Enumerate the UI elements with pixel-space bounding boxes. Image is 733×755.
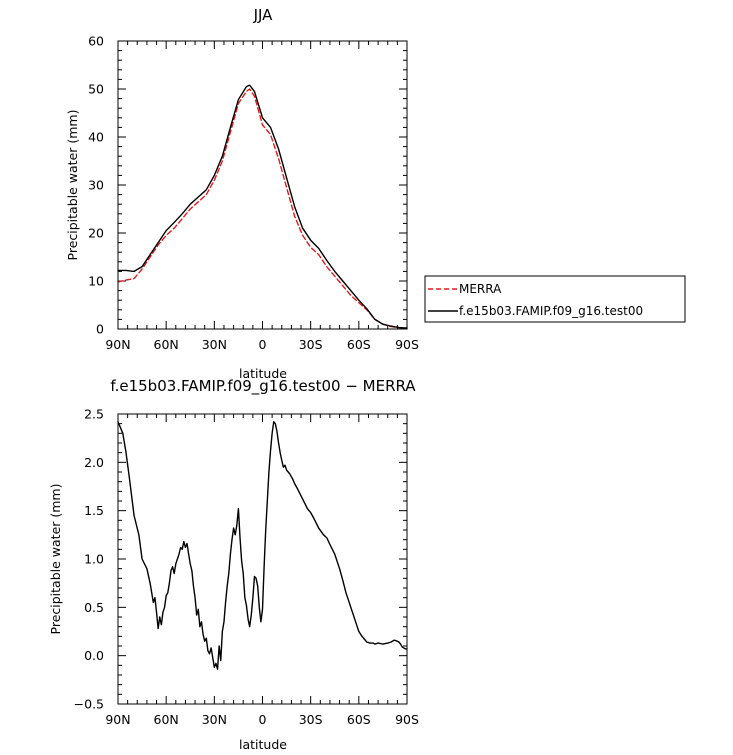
bottom-series-line-difference: [117, 421, 408, 670]
bottom-y-tick-label: 2.0: [84, 455, 104, 470]
legend: MERRA f.e15b03.FAMIP.f09_g16.test00: [424, 275, 686, 323]
top-y-tick-label: 40: [88, 130, 104, 145]
bottom-y-tick-label: 0.5: [84, 600, 104, 615]
bottom-x-tick-label: 60N: [154, 712, 179, 727]
legend-box: [424, 275, 686, 323]
top-x-tick-label: 60N: [154, 337, 179, 352]
top-series-lines: [117, 84, 408, 329]
bottom-panel: f.e15b03.FAMIP.f09_g16.test00 − MERRA la…: [48, 377, 419, 752]
bottom-x-tick-label: 90N: [105, 712, 130, 727]
bottom-y-tick-label: 2.5: [84, 407, 104, 422]
top-panel: JJA latitude Precipitable water (mm) 90N…: [65, 6, 419, 381]
top-x-tick-label: 0: [259, 337, 267, 352]
bottom-tick-labels: 90N 60N 30N 0 30S 60S 90S −0.5 0.0 0.5 1.0 1.5 2.0 2.…: [74, 407, 419, 728]
bottom-x-tick-label: 30S: [299, 712, 323, 727]
top-x-tick-label: 90S: [395, 337, 419, 352]
top-y-tick-label: 50: [88, 82, 104, 97]
top-tick-labels: 90N 60N 30N 0 30S 60S 90S 0 10 20 30 40 50 60: [88, 34, 419, 353]
top-x-axis-title: latitude: [239, 366, 287, 381]
bottom-plot-frame: [117, 413, 408, 705]
top-series-line-f-e15b03-famip-f09-g16-test00: [117, 84, 408, 329]
legend-label-merra: MERRA: [459, 282, 502, 296]
top-y-axis-title: Precipitable water (mm): [65, 110, 80, 261]
bottom-x-axis-title: latitude: [239, 737, 287, 752]
top-y-tick-label: 60: [88, 34, 104, 49]
bottom-y-tick-label: 1.0: [84, 552, 104, 567]
bottom-y-tick-label: −0.5: [74, 697, 104, 712]
bottom-x-tick-label: 0: [259, 712, 267, 727]
top-plot-frame: [117, 40, 408, 330]
top-x-tick-label: 90N: [105, 337, 130, 352]
top-y-tick-label: 30: [88, 178, 104, 193]
top-x-tick-label: 30S: [299, 337, 323, 352]
bottom-y-tick-label: 0.0: [84, 648, 104, 663]
top-x-tick-label: 30N: [202, 337, 227, 352]
legend-label-model: f.e15b03.FAMIP.f09_g16.test00: [459, 304, 643, 318]
top-ticks: [117, 40, 408, 330]
bottom-chart-title: f.e15b03.FAMIP.f09_g16.test00 − MERRA: [110, 377, 416, 396]
top-y-tick-label: 10: [88, 274, 104, 289]
top-x-tick-label: 60S: [347, 337, 371, 352]
top-series-line-merra: [117, 88, 408, 329]
top-chart-title: JJA: [253, 6, 274, 24]
bottom-x-tick-label: 90S: [395, 712, 419, 727]
bottom-series-lines: [117, 421, 408, 670]
bottom-x-tick-label: 30N: [202, 712, 227, 727]
bottom-y-axis-title: Precipitable water (mm): [48, 484, 63, 635]
top-y-tick-label: 0: [96, 322, 104, 337]
bottom-y-tick-label: 1.5: [84, 503, 104, 518]
bottom-ticks: [117, 413, 408, 705]
bottom-x-tick-label: 60S: [347, 712, 371, 727]
top-y-tick-label: 20: [88, 226, 104, 241]
